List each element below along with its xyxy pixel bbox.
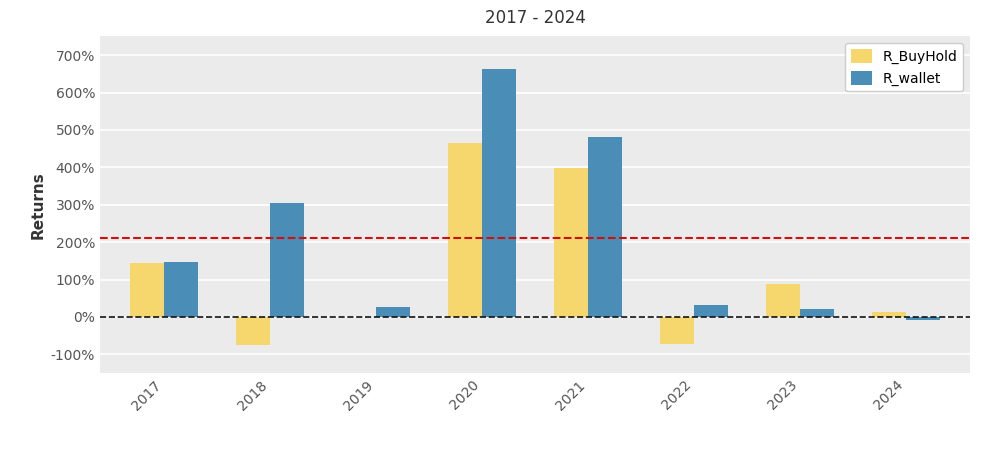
Bar	[164, 262, 198, 317]
Title: 2017 - 2024: 2017 - 2024	[485, 9, 585, 26]
Bar	[376, 307, 410, 317]
Bar	[554, 168, 588, 317]
Bar	[270, 203, 304, 317]
Bar	[800, 309, 834, 317]
Legend: R_BuyHold, R_wallet: R_BuyHold, R_wallet	[845, 43, 963, 91]
Bar	[236, 317, 270, 345]
Bar	[130, 263, 164, 317]
Bar	[482, 69, 516, 317]
Bar	[660, 317, 694, 344]
Bar	[588, 136, 622, 317]
Bar	[448, 143, 482, 317]
Y-axis label: Returns: Returns	[30, 171, 45, 238]
Bar	[872, 312, 906, 317]
Bar	[906, 317, 940, 319]
Bar	[766, 284, 800, 317]
Bar	[694, 305, 728, 317]
